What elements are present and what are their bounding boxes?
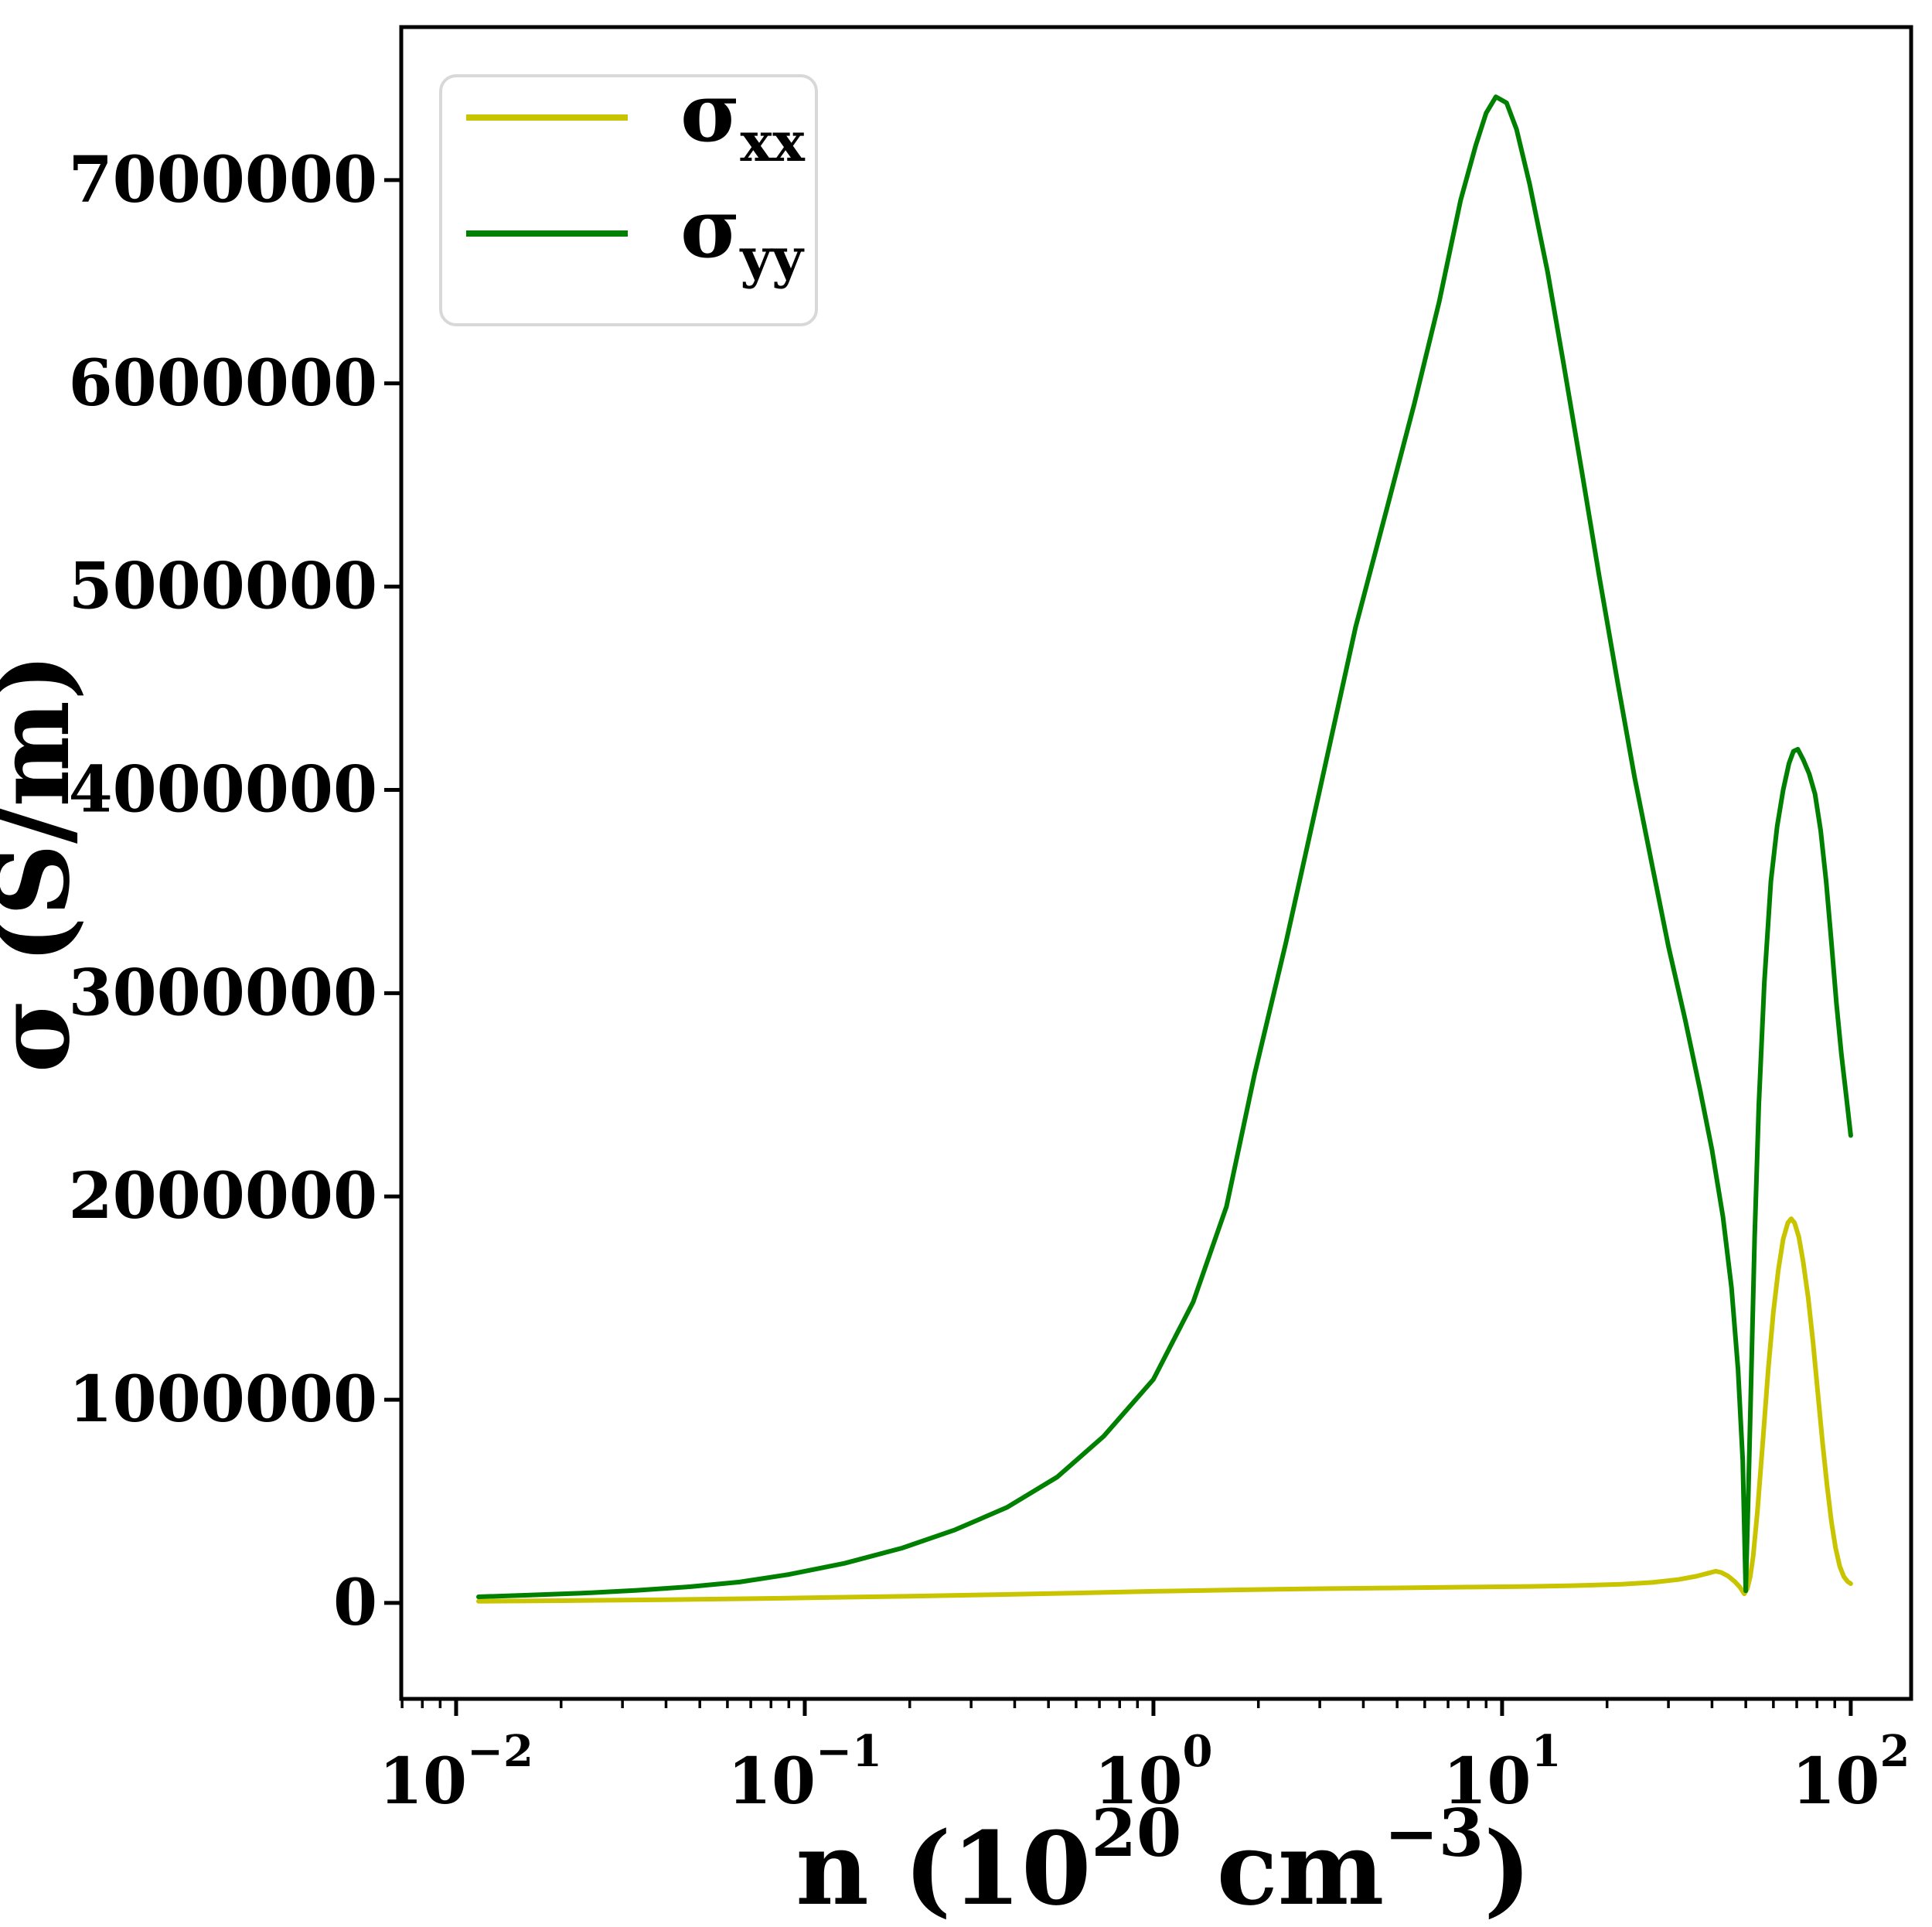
axes-spines <box>399 25 1913 1701</box>
y-tick-label: 2000000 <box>69 1159 377 1233</box>
x-tick-label: 102 <box>1791 1726 1910 1819</box>
legend-label-sigma_xx: σxx <box>680 64 806 174</box>
y-tick-label: 5000000 <box>69 550 377 624</box>
y-axis-ticks <box>384 178 401 1605</box>
curve-sigma_yy <box>476 94 1853 1599</box>
x-tick-label: 100 <box>1094 1726 1212 1819</box>
x-axis-ticks <box>400 1699 1853 1716</box>
x-axis-label: n (1020 cm−3) <box>796 1795 1531 1927</box>
x-tick-label: 10−1 <box>727 1726 882 1819</box>
x-tick-label: 10−2 <box>379 1726 533 1819</box>
y-tick-label: 6000000 <box>69 346 377 421</box>
x-axis-title: n (1020 cm−3) <box>796 1795 1531 1927</box>
y-axis-title: σ (S/m) <box>0 653 92 1073</box>
x-tick-label: 101 <box>1443 1726 1561 1819</box>
y-tick-label: 3000000 <box>69 956 377 1030</box>
curve-sigma_xx <box>476 1216 1853 1604</box>
legend-box <box>439 74 818 326</box>
y-tick-label: 1000000 <box>69 1363 377 1437</box>
y-tick-label: 7000000 <box>69 143 377 217</box>
curves-layer <box>476 94 1853 1604</box>
plot-border <box>399 25 1913 1701</box>
y-tick-labels: 0 1000000 2000000 3000000 4000000 5000000 6000… <box>69 143 377 1640</box>
y-tick-label: 4000000 <box>69 753 377 827</box>
x-tick-labels: 10−2 10−1 100 101 102 <box>379 1726 1910 1819</box>
y-tick-label: 0 <box>333 1566 377 1640</box>
legend-label-sigma_yy: σyy <box>680 180 805 290</box>
y-axis-label: σ (S/m) <box>0 653 92 1073</box>
